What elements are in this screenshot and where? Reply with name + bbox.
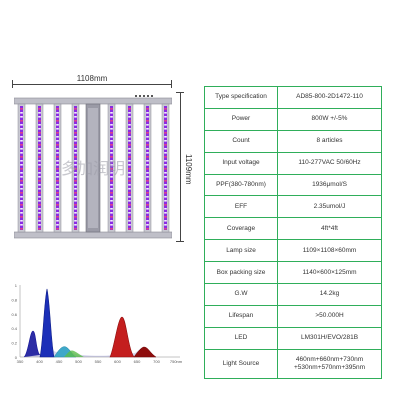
product-image: 1108mm 多加润明 1109mm [0, 0, 200, 270]
height-label: 1109mm [184, 152, 193, 187]
y-tick-label: 0.2 [11, 341, 17, 346]
spec-row: Light Source 460nm+660nm+730nm +530nm+570n… [204, 348, 382, 379]
spec-value: 8 articles [277, 129, 382, 153]
spec-value: 1936μmol/S [277, 173, 382, 197]
spectrum-chart: 1 0.8 0.6 0.4 0.2 0 350 400 450 500 550 600 650 700 7… [11, 283, 182, 364]
spec-row: Input voltage 110-277VAC 50/60Hz [204, 151, 382, 175]
spec-key: Lifespan [204, 304, 278, 328]
y-tick-label: 0.4 [11, 326, 17, 331]
led-bar [161, 103, 170, 233]
spec-row: G.W 14.2kg [204, 283, 382, 306]
spec-value-line: 1109×1108×60mm [302, 246, 357, 254]
spec-value: 800W +/-5% [277, 107, 382, 131]
spec-key: EFF [204, 195, 278, 219]
spec-value-line: >50.000H [315, 312, 344, 320]
spec-value-line: 460nm+660nm+730nm [295, 355, 364, 363]
x-tick-label: 700 [153, 359, 160, 364]
led-bar [107, 103, 116, 233]
spec-row: EFF 2.35umol/J [204, 195, 382, 219]
spec-key: Type specification [204, 86, 278, 109]
led-bar [125, 103, 134, 233]
spec-row: Type specification AD85-800-2D1472-110 [204, 86, 382, 109]
spec-row: LED LM301H/EVO/281B [204, 326, 382, 350]
led-bar [71, 103, 80, 233]
spec-value-line: 800W +/-5% [311, 115, 348, 123]
y-tick-label: 0.6 [11, 312, 17, 317]
spec-key: Power [204, 107, 278, 131]
x-tick-label: 600 [114, 359, 121, 364]
spec-value: >50.000H [277, 304, 382, 328]
spec-value-line: 8 articles [316, 137, 343, 145]
spec-value: 1140×600×125mm [277, 261, 382, 285]
spec-row: Power 800W +/-5% [204, 107, 382, 131]
spec-value-line: AD85-800-2D1472-110 [296, 93, 363, 101]
spec-value-line: 4ft*4ft [321, 224, 338, 232]
width-dimension: 1108mm [12, 74, 172, 90]
spec-value: 1109×1108×60mm [277, 239, 382, 263]
led-bar [143, 103, 152, 233]
x-tick-label: 350 [17, 359, 24, 364]
spec-value: LM301H/EVO/281B [277, 326, 382, 350]
spec-row: Lifespan >50.000H [204, 304, 382, 328]
x-tick-label: 500 [75, 359, 82, 364]
spec-row: Lamp size 1109×1108×60mm [204, 239, 382, 263]
y-tick-label: 0 [15, 355, 18, 360]
x-tick-label: 550 [95, 359, 102, 364]
led-bar [53, 103, 62, 233]
spec-value: 4ft*4ft [277, 217, 382, 241]
y-tick-label: 1 [15, 283, 18, 288]
spec-key: PPF(380-780nm) [204, 173, 278, 197]
led-bar [35, 103, 44, 233]
spec-key: Coverage [204, 217, 278, 241]
spec-value-line: 2.35umol/J [313, 202, 346, 210]
spec-table: Type specification AD85-800-2D1472-110 Pow… [204, 86, 382, 379]
x-tick-label: 650 [134, 359, 141, 364]
spec-row: PPF(380-780nm) 1936μmol/S [204, 173, 382, 197]
spec-value: 2.35umol/J [277, 195, 382, 219]
width-label: 1108mm [73, 74, 111, 83]
spec-key: LED [204, 326, 278, 350]
watermark: 多加润明 [61, 159, 125, 178]
spec-value-line: 1140×600×125mm [302, 268, 357, 276]
led-bar [17, 103, 26, 233]
spec-value-line: 14.2kg [319, 290, 340, 298]
y-tick-label: 0.8 [11, 297, 17, 302]
x-tick-label: 400 [36, 359, 43, 364]
spec-row: Box packing size 1140×600×125mm [204, 261, 382, 285]
spec-key: G.W [204, 283, 278, 306]
spec-value: 14.2kg [277, 283, 382, 306]
x-tick-label: 450 [56, 359, 63, 364]
spec-value: 110-277VAC 50/60Hz [277, 151, 382, 175]
x-tick-label: 750nm [170, 359, 182, 364]
spec-value: AD85-800-2D1472-110 [277, 86, 382, 109]
spec-key: Lamp size [204, 239, 278, 263]
spec-value: 460nm+660nm+730nm +530nm+570nm+395nm [277, 348, 382, 379]
height-dimension: 1109mm [174, 92, 193, 242]
grow-light-fixture: 多加润明 [14, 95, 172, 239]
spec-value-line: +530nm+570nm+395nm [293, 363, 365, 371]
spec-row: Count 8 articles [204, 129, 382, 153]
spec-value-line: LM301H/EVO/281B [300, 334, 359, 342]
spec-row: Coverage 4ft*4ft [204, 217, 382, 241]
spec-key: Light Source [204, 348, 278, 379]
spec-key: Box packing size [204, 261, 278, 285]
spec-key: Count [204, 129, 278, 153]
spec-value-line: 1936μmol/S [312, 180, 347, 188]
spec-key: Input voltage [204, 151, 278, 175]
spec-value-line: 110-277VAC 50/60Hz [298, 159, 361, 167]
